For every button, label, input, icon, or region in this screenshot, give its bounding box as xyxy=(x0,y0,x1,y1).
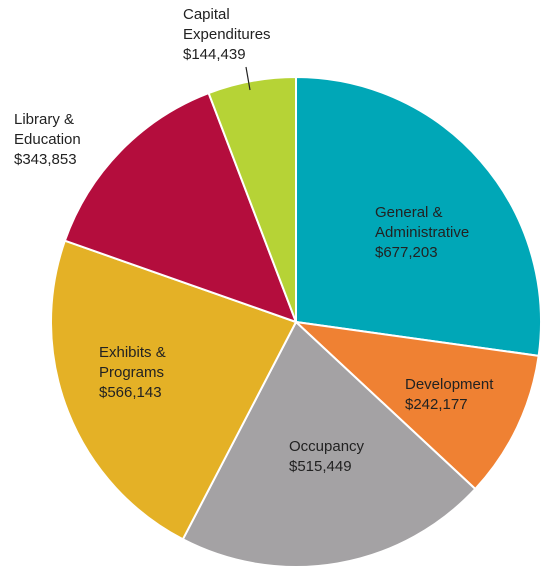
slice-label: Capital Expenditures xyxy=(183,6,271,43)
slice-label: Exhibits & Programs xyxy=(99,344,166,381)
slice-label: Occupancy xyxy=(289,438,365,455)
slice-value: $677,203 xyxy=(375,244,438,261)
pie-slice xyxy=(50,239,298,541)
pie-slice xyxy=(181,320,477,568)
slice-label: Library & Education xyxy=(14,111,81,148)
slice-value: $566,143 xyxy=(99,384,162,401)
pie-slice xyxy=(207,75,297,323)
slice-value: $144,439 xyxy=(183,46,246,63)
pie-slice xyxy=(63,91,298,324)
pie-slice xyxy=(295,75,542,357)
slice-label: Development xyxy=(405,376,494,393)
leader-line xyxy=(245,66,251,91)
slice-value: $242,177 xyxy=(405,396,468,413)
pie-slice xyxy=(292,320,540,491)
slice-label: General & Administrative xyxy=(375,204,470,241)
slice-value: $515,449 xyxy=(289,458,352,475)
slice-value: $343,853 xyxy=(14,151,77,168)
